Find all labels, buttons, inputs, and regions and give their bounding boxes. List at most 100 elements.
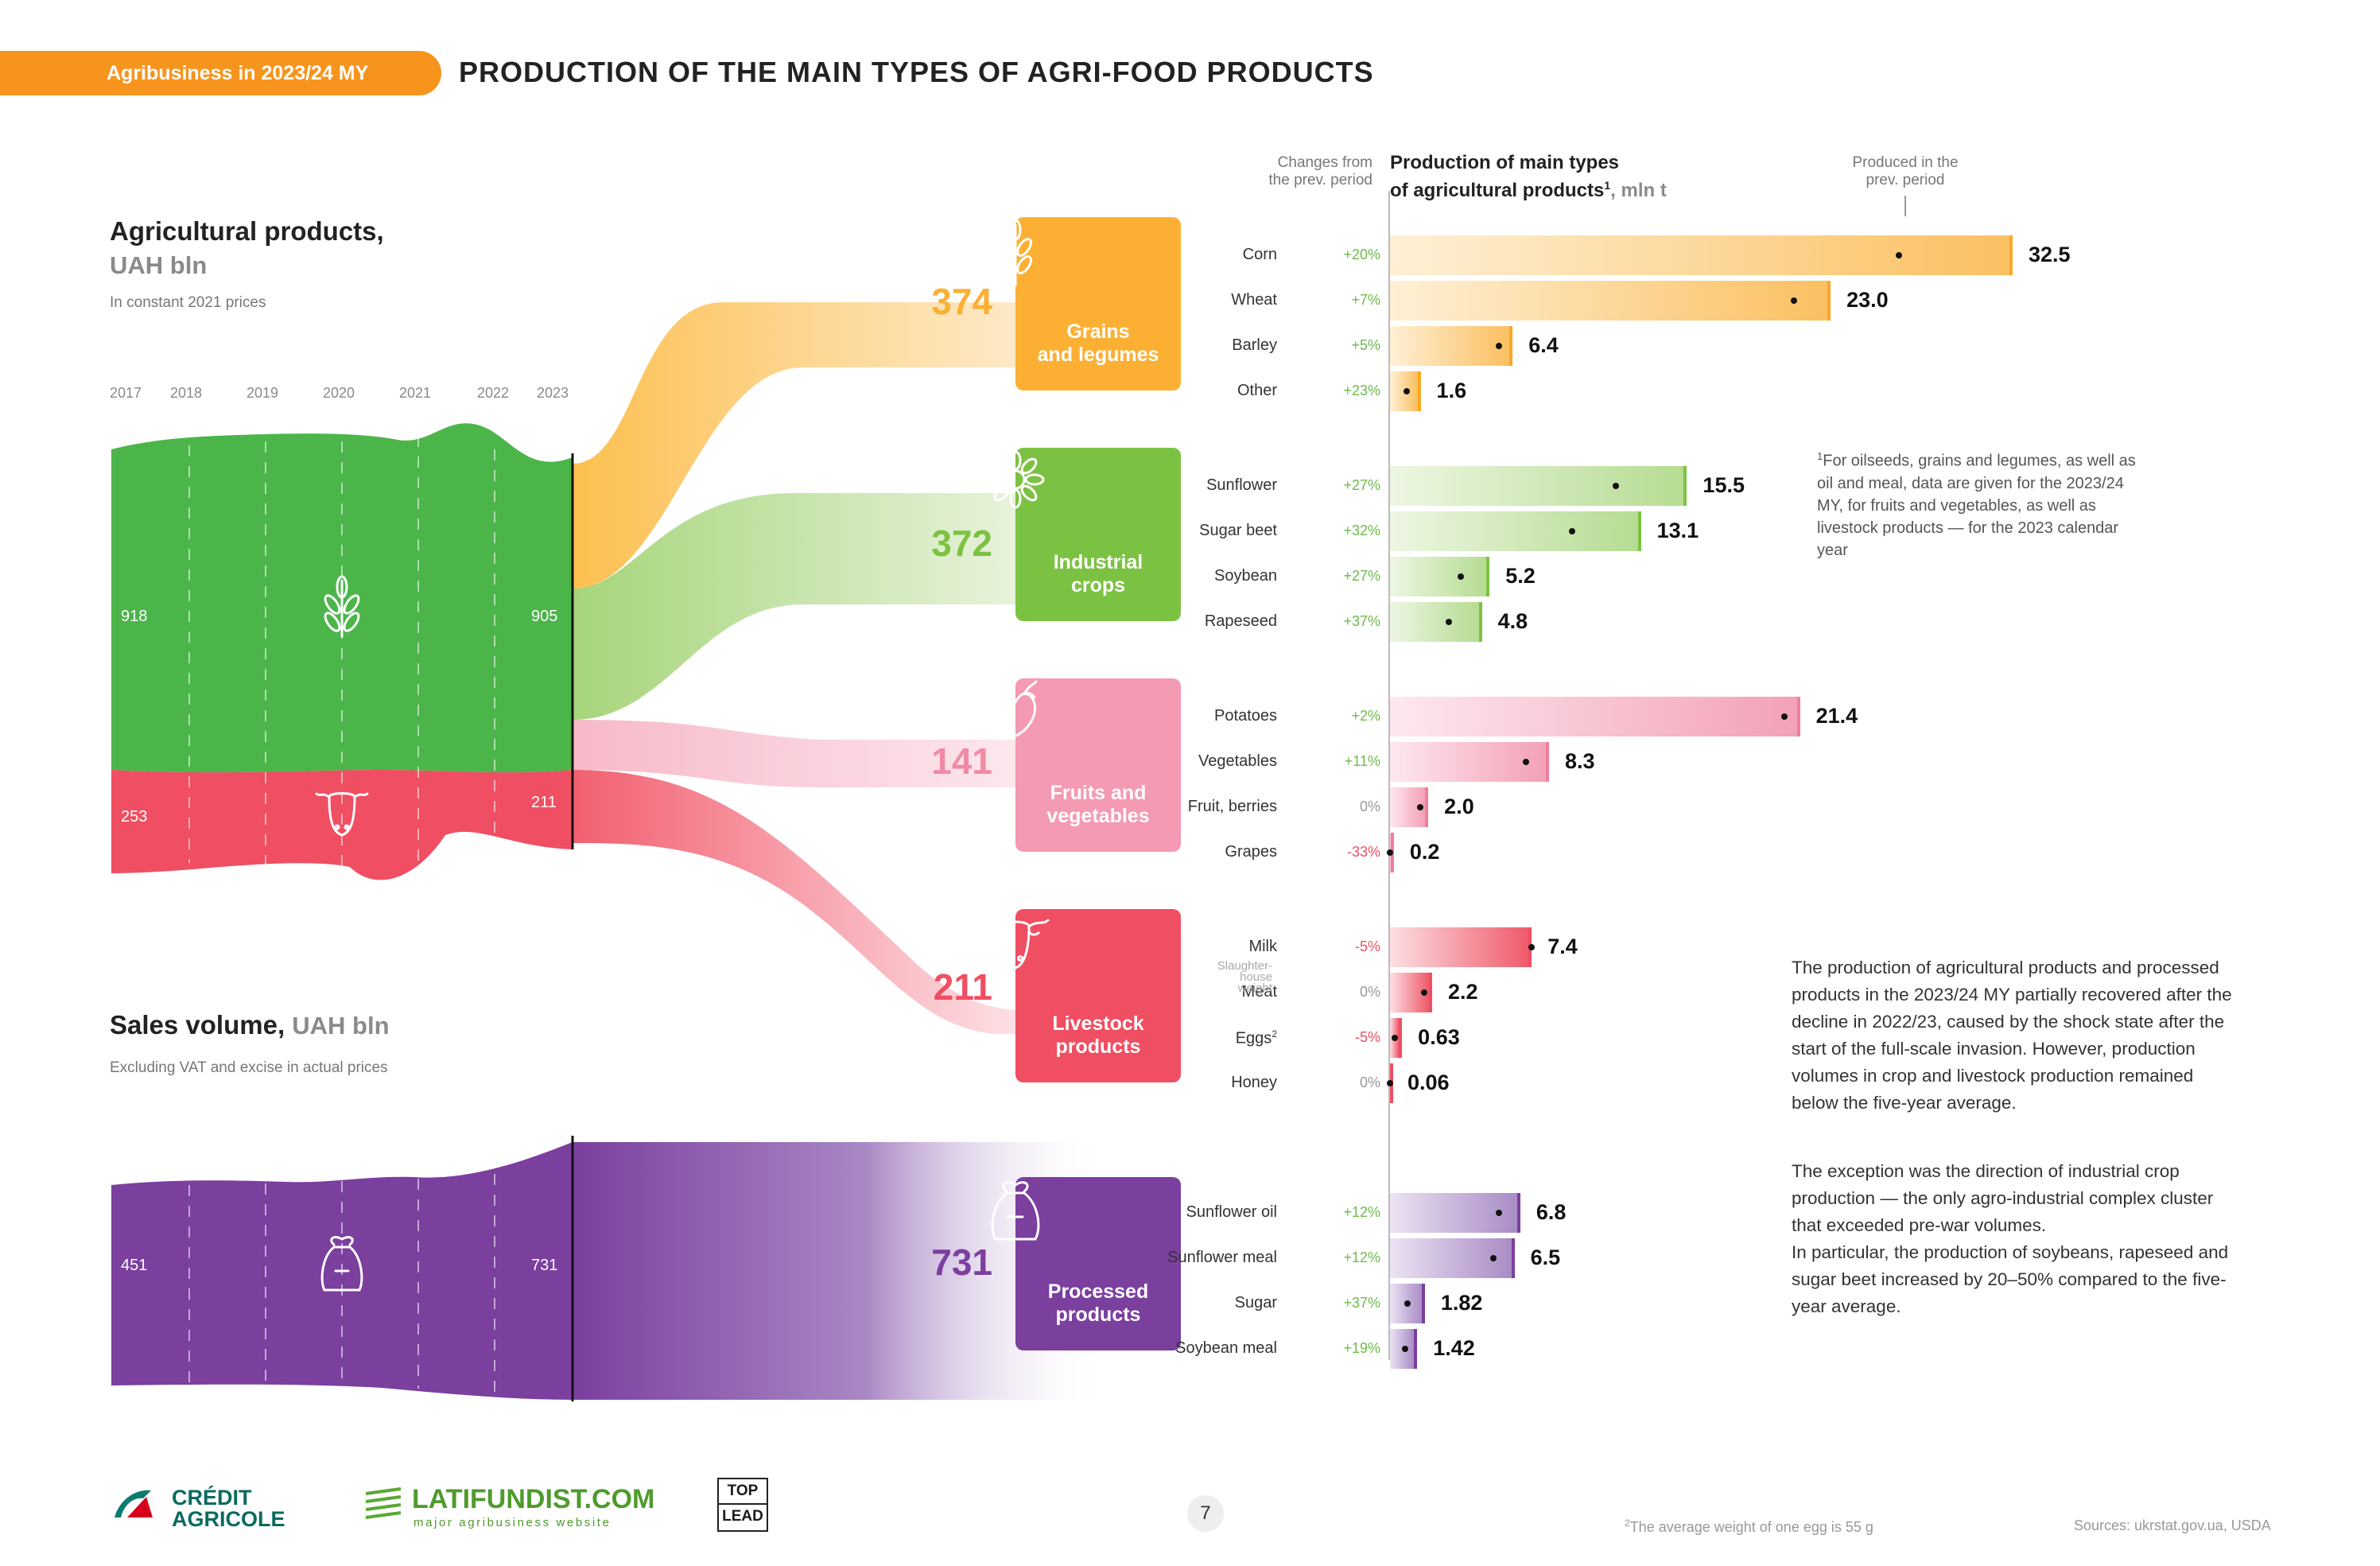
flow-industrial <box>573 493 1022 720</box>
latifundist-tagline: major agribusiness website <box>413 1516 612 1529</box>
prev-period-header-line: Produced in the <box>1852 154 1959 171</box>
prev-period-marker <box>1401 1346 1408 1352</box>
sales-subtitle: Excluding VAT and excise in actual price… <box>110 1059 388 1076</box>
flow-fruits <box>573 720 1022 787</box>
changes-header-line: the prev. period <box>1268 172 1372 188</box>
flow-livestock <box>573 770 1022 1034</box>
sales-start-value: 451 <box>121 1257 148 1274</box>
bar-category-label: Wheat <box>1231 291 1277 309</box>
bar-change-label: +23% <box>1343 383 1380 398</box>
toplead-logo: TOP LEAD <box>717 1478 768 1532</box>
category-label: Industrial <box>1053 551 1143 573</box>
footnote-1-text: For oilseeds, grains and legumes, as wel… <box>1817 452 2136 559</box>
credit-agricole-text: CRÉDIT AGRICOLE <box>172 1487 285 1530</box>
category-label: and legumes <box>1037 344 1159 366</box>
category-label: products <box>1055 1304 1141 1326</box>
crop-start-value: 918 <box>121 608 148 625</box>
prev-period-marker <box>1896 252 1903 258</box>
category-label: crops <box>1070 574 1126 596</box>
changes-header-line: Changes from <box>1277 154 1372 171</box>
sales-title-text: Sales volume, <box>110 1010 285 1039</box>
meat-note-line: house <box>1240 970 1272 984</box>
bar-value-label: 0.06 <box>1407 1071 1450 1094</box>
bar-change-label: +32% <box>1343 523 1380 538</box>
bar-value-label: 4.8 <box>1497 609 1528 633</box>
bar <box>1390 927 1532 967</box>
category-fruits: Fruits and vegetables <box>989 678 1181 852</box>
prev-period-marker <box>1387 1080 1393 1086</box>
prev-period-marker <box>1404 388 1411 394</box>
bar-chart-title: Production of main types of agricultural… <box>1390 151 1667 202</box>
prev-period-marker <box>1446 619 1453 625</box>
bar-change-label: +20% <box>1343 247 1380 262</box>
prev-period-marker <box>1612 483 1619 489</box>
bar-change-label: 0% <box>1359 984 1380 1000</box>
bar-change-label: +19% <box>1343 1340 1380 1356</box>
bar <box>1390 466 1687 506</box>
year-label: 2023 <box>537 385 569 401</box>
bar <box>1390 697 1800 736</box>
year-label: 2019 <box>247 385 279 401</box>
sources: Sources: ukrstat.gov.ua, USDA <box>2074 1517 2271 1533</box>
bar <box>1390 326 1513 366</box>
year-label: 2020 <box>323 385 355 401</box>
bar-change-label: +27% <box>1343 477 1380 493</box>
wheat-icon <box>324 575 360 638</box>
bar <box>1390 281 1831 321</box>
prev-period-pointer <box>1904 196 1906 216</box>
bar-value-label: 0.63 <box>1418 1025 1460 1049</box>
year-label: 2018 <box>170 385 203 401</box>
bar-value-label: 2.0 <box>1444 795 1474 818</box>
bar-value-label: 8.3 <box>1564 749 1595 773</box>
year-label: 2017 <box>110 385 142 401</box>
bar-chart-title-line2: of agricultural products1, mln t <box>1390 174 1667 202</box>
bar-category-label: Potatoes <box>1214 707 1277 725</box>
bar-change-label: 0% <box>1359 1074 1380 1090</box>
bar-chart-unit: , mln t <box>1610 180 1667 201</box>
bar-category-label: Rapeseed <box>1204 612 1277 630</box>
category-label: Processed <box>1047 1280 1149 1303</box>
category-livestock: Livestock products <box>981 909 1181 1082</box>
crop-end-value: 905 <box>531 608 558 625</box>
bar-change-label: +37% <box>1343 613 1380 629</box>
agri-subtitle: In constant 2021 prices <box>110 294 266 311</box>
footnote-marker: 2 <box>1272 1028 1277 1039</box>
prev-period-marker <box>1387 849 1393 856</box>
year-gridlines <box>188 436 495 1393</box>
prev-period-marker <box>1391 1035 1398 1041</box>
bar-change-label: +12% <box>1343 1249 1380 1265</box>
bar <box>1390 557 1490 596</box>
logo-line: AGRICOLE <box>172 1507 285 1531</box>
page-title: PRODUCTION OF THE MAIN TYPES OF AGRI-FOO… <box>459 56 1374 88</box>
bar-category-label: Vegetables <box>1198 752 1277 770</box>
bar-value-label: 6.4 <box>1528 333 1559 357</box>
meat-note-line: Slaughter- <box>1217 959 1272 973</box>
livestock-end-value: 211 <box>531 794 557 811</box>
footnote-2-text: The average weight of one egg is 55 g <box>1629 1519 1873 1535</box>
prev-period-marker <box>1421 989 1427 996</box>
prev-period-marker <box>1489 1255 1497 1261</box>
bar-value-label: 1.42 <box>1433 1336 1475 1360</box>
bar-value-label: 13.1 <box>1656 519 1699 542</box>
bar-category-label: Other <box>1237 382 1277 399</box>
latifundist-icon <box>365 1487 402 1519</box>
prev-period-marker <box>1522 759 1529 765</box>
prev-period-marker <box>1528 944 1535 950</box>
bar-change-label: +37% <box>1343 1295 1380 1311</box>
section-tag: Agribusiness in 2023/24 MY <box>0 51 441 95</box>
category-label: Fruits and <box>1050 782 1147 804</box>
bar-axis-line <box>1388 191 1390 1360</box>
bar-value-label: 6.5 <box>1530 1245 1561 1269</box>
flow-grains <box>573 302 1022 589</box>
grains-value: 374 <box>931 281 992 322</box>
bar-change-label: +12% <box>1343 1204 1380 1220</box>
eggplant-icon <box>989 680 1038 740</box>
flow-processed <box>573 1142 1105 1400</box>
footnote-marker: 1 <box>1817 450 1823 462</box>
footnote-2: 2The average weight of one egg is 55 g <box>1625 1517 1873 1536</box>
bar-value-label: 15.5 <box>1702 473 1745 497</box>
bar-category-label: Corn <box>1242 246 1277 263</box>
year-label: 2022 <box>477 385 510 401</box>
